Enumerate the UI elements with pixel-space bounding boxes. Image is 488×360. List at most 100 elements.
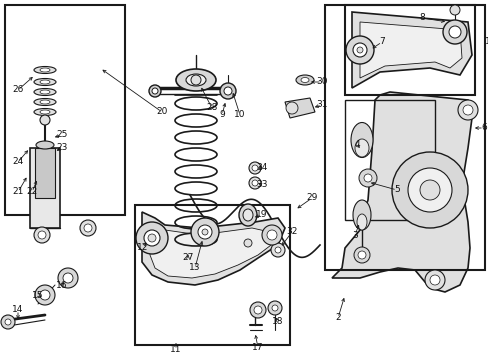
Text: 21: 21 (12, 188, 23, 197)
Circle shape (202, 229, 207, 235)
Circle shape (391, 152, 467, 228)
Circle shape (251, 180, 258, 186)
Bar (5, 5, 125, 215)
Circle shape (363, 174, 371, 182)
Ellipse shape (40, 110, 50, 114)
Ellipse shape (352, 200, 370, 230)
Text: 13: 13 (189, 264, 201, 273)
Text: 31: 31 (316, 100, 327, 109)
Circle shape (457, 100, 477, 120)
Ellipse shape (34, 89, 56, 95)
Circle shape (136, 222, 168, 254)
Circle shape (40, 115, 50, 125)
Text: 18: 18 (272, 318, 283, 327)
Text: 20: 20 (156, 108, 167, 117)
Text: 16: 16 (56, 280, 68, 289)
Circle shape (285, 102, 297, 114)
Ellipse shape (350, 122, 372, 157)
Polygon shape (359, 22, 461, 78)
Ellipse shape (356, 214, 366, 230)
Text: 28: 28 (206, 104, 217, 112)
Text: 12: 12 (137, 243, 148, 252)
Polygon shape (351, 12, 471, 88)
Circle shape (449, 5, 459, 15)
Ellipse shape (40, 90, 50, 94)
Text: 3: 3 (351, 230, 357, 239)
Text: 8: 8 (418, 13, 424, 22)
Circle shape (262, 225, 282, 245)
Text: 23: 23 (56, 144, 67, 153)
Ellipse shape (34, 67, 56, 73)
Ellipse shape (34, 78, 56, 85)
Ellipse shape (152, 88, 158, 94)
Text: 5: 5 (393, 185, 399, 194)
Circle shape (251, 165, 258, 171)
Text: 27: 27 (182, 253, 193, 262)
Polygon shape (331, 92, 471, 292)
Circle shape (353, 247, 369, 263)
Polygon shape (142, 212, 285, 285)
Circle shape (38, 231, 46, 239)
Polygon shape (150, 225, 274, 278)
Text: 25: 25 (56, 130, 67, 139)
Circle shape (358, 169, 376, 187)
Ellipse shape (40, 80, 50, 84)
Text: 30: 30 (316, 77, 327, 86)
Text: 11: 11 (170, 346, 182, 355)
Ellipse shape (34, 99, 56, 105)
Polygon shape (285, 98, 314, 118)
Circle shape (191, 75, 201, 85)
Ellipse shape (243, 209, 252, 221)
Bar (345, 5, 474, 95)
Ellipse shape (301, 77, 308, 82)
Circle shape (244, 239, 251, 247)
Circle shape (357, 251, 365, 259)
Text: 14: 14 (12, 306, 23, 315)
Bar (135, 205, 289, 345)
Circle shape (270, 243, 285, 257)
Circle shape (424, 270, 444, 290)
Circle shape (407, 168, 451, 212)
Text: 19: 19 (256, 211, 267, 220)
Circle shape (249, 302, 265, 318)
Circle shape (58, 268, 78, 288)
Text: 26: 26 (12, 85, 23, 94)
Ellipse shape (40, 68, 50, 72)
Circle shape (448, 26, 460, 38)
Text: 2: 2 (334, 314, 340, 323)
Circle shape (429, 275, 439, 285)
Circle shape (198, 225, 212, 239)
Text: 10: 10 (234, 111, 245, 120)
Bar (345, 100, 434, 220)
Bar (325, 5, 484, 270)
Circle shape (5, 319, 11, 325)
Text: 17: 17 (252, 343, 263, 352)
Circle shape (346, 36, 373, 64)
Ellipse shape (354, 139, 368, 157)
Circle shape (266, 230, 276, 240)
Text: 6: 6 (480, 123, 486, 132)
Circle shape (1, 315, 15, 329)
Circle shape (63, 273, 73, 283)
Circle shape (148, 234, 156, 242)
Text: 33: 33 (256, 180, 267, 189)
Circle shape (253, 306, 262, 314)
Text: 9: 9 (219, 111, 224, 120)
Text: 15: 15 (32, 291, 43, 300)
Circle shape (267, 301, 282, 315)
Circle shape (191, 218, 219, 246)
Circle shape (34, 227, 50, 243)
Ellipse shape (295, 75, 313, 85)
Text: 7: 7 (378, 37, 384, 46)
Circle shape (35, 285, 55, 305)
Circle shape (84, 224, 92, 232)
Ellipse shape (185, 74, 205, 86)
Circle shape (40, 290, 50, 300)
Circle shape (274, 247, 281, 253)
Circle shape (143, 230, 160, 246)
Circle shape (442, 20, 466, 44)
Ellipse shape (36, 141, 54, 149)
Text: 4: 4 (353, 140, 359, 149)
Bar (30, 148, 60, 228)
Text: 24: 24 (12, 157, 23, 166)
